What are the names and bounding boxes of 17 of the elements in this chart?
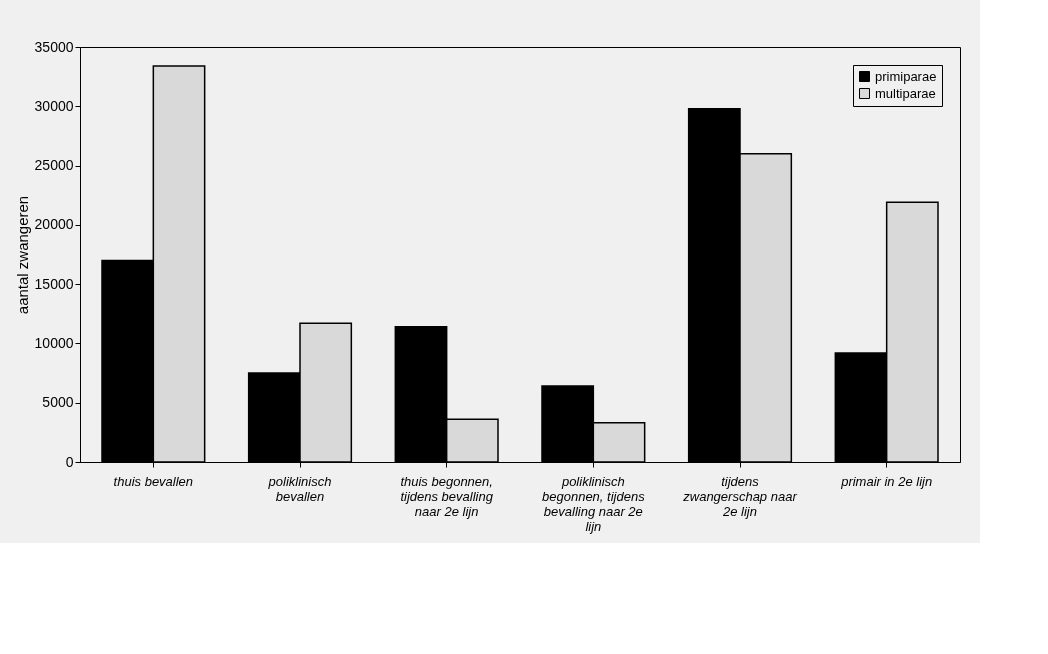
y-tick-label: 10000 [34,334,74,351]
y-tick-label: 5000 [42,394,74,411]
x-tick-label: poliklinisch bevallen [267,473,332,504]
y-tick-label: 15000 [34,275,74,292]
x-tick-label: thuis begonnen, tijdens bevalling naar 2e lijn [400,473,494,519]
y-tick-label: 20000 [34,216,74,233]
y-axis-title: aantal zwangeren [13,195,31,315]
x-tick-label: primair in 2e lijn [840,473,933,489]
legend-label: primiparae [875,68,937,84]
y-tick-label: 25000 [34,157,74,174]
legend-label: multiparae [875,85,936,101]
x-tick-label: tijdens zwangerschap naar 2e lijn [682,473,798,519]
x-tick-label: thuis bevallen [113,473,194,489]
y-tick-label: 0 [65,453,74,470]
x-tick-label: poliklinisch begonnen, tijdens bevalling naar 2e lijn [542,473,646,534]
y-tick-label: 35000 [34,38,74,55]
y-tick-label: 30000 [34,97,74,114]
